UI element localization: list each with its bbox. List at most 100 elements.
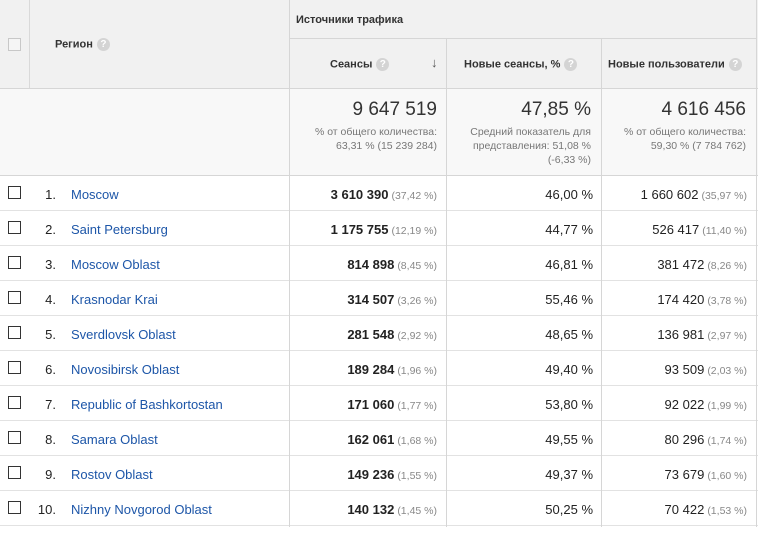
new-sessions-summary: 47,85 % Средний показатель для представл… [447,99,591,167]
sessions-cell: 171 060 (1,77 %) [292,397,437,412]
new-users-cell: 381 472 (8,26 %) [602,257,747,272]
table-row: 2. Saint Petersburg 1 175 755 (12,19 %) 44,7… [0,211,758,246]
new-users-cell: 80 296 (1,74 %) [602,432,747,447]
region-link[interactable]: Sverdlovsk Oblast [71,327,176,342]
region-link[interactable]: Krasnodar Krai [71,292,158,307]
new-sessions-summary-line2: представления: 51,08 % [472,140,591,152]
sessions-percent: (1,55 %) [397,470,437,482]
row-divider [0,88,758,89]
row-checkbox[interactable] [8,501,21,514]
new-users-total: 4 616 456 [661,99,746,120]
new-users-cell: 73 679 (1,60 %) [602,467,747,482]
new-users-value: 73 679 [664,467,705,482]
sessions-cell: 140 132 (1,45 %) [292,502,437,517]
new-sessions-header[interactable]: Новые сеансы, %? [464,58,578,71]
row-divider [0,490,758,491]
row-divider [0,525,758,526]
row-checkbox[interactable] [8,466,21,479]
table-row: 7. Republic of Bashkortostan 171 060 (1,77 … [0,386,758,421]
row-divider [0,280,758,281]
row-number: 7. [45,397,56,412]
row-checkbox[interactable] [8,186,21,199]
region-link[interactable]: Republic of Bashkortostan [71,397,223,412]
new-users-header[interactable]: Новые пользователи? [608,58,742,71]
sessions-summary-note: % от общего количества: 63,31 % (15 239 … [292,125,437,153]
new-sessions-cell: 49,55 % [545,432,593,447]
column-divider [601,38,602,527]
sessions-percent: (37,42 %) [391,190,437,202]
help-icon[interactable]: ? [96,38,110,51]
new-users-percent: (1,74 %) [707,435,747,447]
row-checkbox[interactable] [8,291,21,304]
region-link[interactable]: Nizhny Novgorod Oblast [71,502,212,517]
new-sessions-average: 47,85 % [521,99,591,120]
new-users-cell: 93 509 (2,03 %) [602,362,747,377]
row-divider [0,350,758,351]
sessions-summary: 9 647 519 % от общего количества: 63,31 … [292,99,437,153]
sessions-header-label: Сеансы [330,58,373,71]
sessions-percent: (8,45 %) [397,260,437,272]
new-users-value: 80 296 [664,432,705,447]
help-icon[interactable]: ? [728,58,742,71]
row-checkbox[interactable] [8,396,21,409]
new-users-percent: (3,78 %) [707,295,747,307]
new-sessions-cell: 55,46 % [545,292,593,307]
sessions-value: 281 548 [347,327,395,342]
region-link[interactable]: Moscow [71,187,119,202]
region-header[interactable]: Регион? [55,38,110,51]
sessions-cell: 314 507 (3,26 %) [292,292,437,307]
row-checkbox[interactable] [8,221,21,234]
new-users-summary: 4 616 456 % от общего количества: 59,30 … [602,99,746,153]
new-users-percent: (1,99 %) [707,400,747,412]
row-number: 2. [45,222,56,237]
row-checkbox[interactable] [8,431,21,444]
row-number: 6. [45,362,56,377]
new-sessions-cell: 49,37 % [545,467,593,482]
sessions-cell: 1 175 755 (12,19 %) [292,222,437,237]
region-link[interactable]: Saint Petersburg [71,222,168,237]
sessions-value: 162 061 [347,432,395,447]
select-all-checkbox[interactable] [8,38,21,51]
new-users-summary-line1: % от общего количества: [623,126,746,138]
table-row: 1. Moscow 3 610 390 (37,42 %) 46,00 % 1 660 6… [0,176,758,211]
region-link[interactable]: Novosibirsk Oblast [71,362,180,377]
row-checkbox[interactable] [8,361,21,374]
sessions-header[interactable]: Сеансы? [330,58,390,71]
new-users-value: 136 981 [657,327,705,342]
row-number: 3. [45,257,56,272]
new-users-value: 92 022 [664,397,705,412]
new-users-percent: (1,53 %) [707,505,747,517]
sessions-percent: (1,96 %) [397,365,437,377]
new-sessions-summary-note: Средний показатель для представления: 51… [447,125,591,167]
new-sessions-cell: 48,65 % [545,327,593,342]
new-users-percent: (35,97 %) [701,190,747,202]
sessions-percent: (2,92 %) [397,330,437,342]
help-icon[interactable]: ? [564,58,578,71]
sessions-summary-line2: 63,31 % (15 239 284) [336,140,437,152]
new-users-value: 93 509 [664,362,705,377]
sessions-percent: (1,68 %) [397,435,437,447]
region-link[interactable]: Moscow Oblast [71,257,160,272]
new-users-cell: 526 417 (11,40 %) [602,222,747,237]
sessions-percent: (1,45 %) [397,505,437,517]
sessions-cell: 281 548 (2,92 %) [292,327,437,342]
row-divider [0,245,758,246]
sessions-value: 3 610 390 [330,187,389,202]
table-row: 6. Novosibirsk Oblast 189 284 (1,96 %) 49,40… [0,351,758,386]
region-link[interactable]: Samara Oblast [71,432,158,447]
new-sessions-summary-line3: (-6,33 %) [547,154,591,166]
column-divider [446,38,447,527]
new-users-header-label: Новые пользователи [608,58,725,71]
sort-descending-icon[interactable]: ↓ [431,55,438,70]
new-sessions-cell: 44,77 % [545,222,593,237]
row-checkbox[interactable] [8,256,21,269]
row-checkbox[interactable] [8,326,21,339]
sessions-value: 1 175 755 [330,222,389,237]
row-divider [289,38,757,39]
row-number: 5. [45,327,56,342]
help-icon[interactable]: ? [376,58,390,71]
new-users-cell: 92 022 (1,99 %) [602,397,747,412]
new-users-cell: 1 660 602 (35,97 %) [602,187,747,202]
region-link[interactable]: Rostov Oblast [71,467,153,482]
row-divider [0,420,758,421]
